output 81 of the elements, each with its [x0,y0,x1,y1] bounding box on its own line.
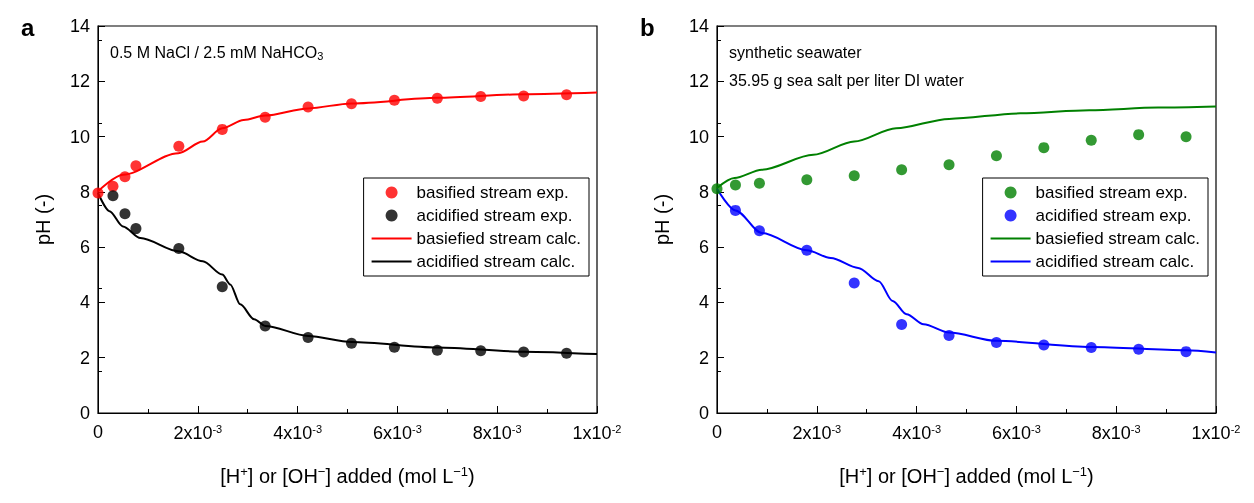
y-tick-label: 10 [69,126,90,147]
point [561,347,573,359]
point [302,332,314,344]
legend-label: acidified stream exp. [1035,206,1192,225]
point [1133,129,1145,141]
point [1085,134,1097,146]
point [346,98,357,110]
point [896,164,908,176]
point [518,90,530,102]
point [561,89,573,101]
point [107,190,119,202]
legend-label: basified stream exp. [416,183,569,202]
point [431,344,443,356]
point [1038,339,1050,351]
y-tick-label: 12 [69,71,90,92]
y-tick-label: 14 [69,16,90,36]
y-tick-label: 10 [688,126,709,147]
point [848,277,860,289]
y-tick-label: 0 [79,403,90,423]
point [729,179,741,191]
point [107,180,119,192]
point [848,170,860,182]
x-tick-label: 0 [92,422,104,442]
point [990,337,1002,349]
y-tick-label: 12 [688,71,709,92]
point [518,346,530,358]
y-tick-label: 8 [79,181,90,202]
legend-label: basified stream exp. [1035,183,1188,202]
point [173,140,185,152]
legend-label: basiefied stream calc. [1035,229,1200,248]
y-axis-title: pH (-) [651,193,673,246]
y-tick-label: 6 [79,237,90,258]
y-tick-label: 2 [79,347,90,368]
point [1133,343,1145,355]
point [896,319,908,331]
point [259,320,271,332]
point [475,345,487,357]
y-tick-label: 4 [698,292,709,313]
legend-label: basiefied stream calc. [416,229,581,248]
y-tick-label: 6 [698,237,709,258]
y-tick-label: 4 [79,292,90,313]
chart-title: b [640,13,655,41]
point [943,330,955,342]
annotation: synthetic seawater [729,43,863,61]
point [801,174,813,186]
point [259,111,271,123]
y-tick-label: 14 [688,16,709,36]
chart-title: a [21,13,35,41]
point [216,123,228,135]
point [753,177,765,189]
point [130,160,142,172]
y-tick-label: 8 [698,181,709,202]
point [302,101,314,113]
point [119,171,131,183]
legend-label: acidified stream calc. [1035,252,1195,271]
point [388,341,400,353]
annotation: 35.95 g sea salt per liter DI water [729,71,965,89]
point [801,244,813,256]
point [1180,131,1192,143]
point [173,243,185,255]
point [119,208,131,220]
point [475,90,487,102]
point [346,337,357,349]
point [711,183,723,195]
point [1085,341,1097,353]
point [216,281,228,293]
point [943,159,955,171]
point [729,204,741,216]
point [990,150,1002,162]
legend-label: acidified stream calc. [416,252,576,271]
point [753,225,765,237]
point [388,94,400,106]
y-tick-label: 0 [698,403,709,423]
legend-label: acidified stream exp. [416,206,573,225]
x-tick-label: 0 [711,422,723,442]
point [1180,346,1192,358]
y-axis-title: pH (-) [32,193,54,246]
point [130,223,142,235]
point [431,92,443,104]
y-tick-label: 2 [698,347,709,368]
point [1038,142,1050,154]
